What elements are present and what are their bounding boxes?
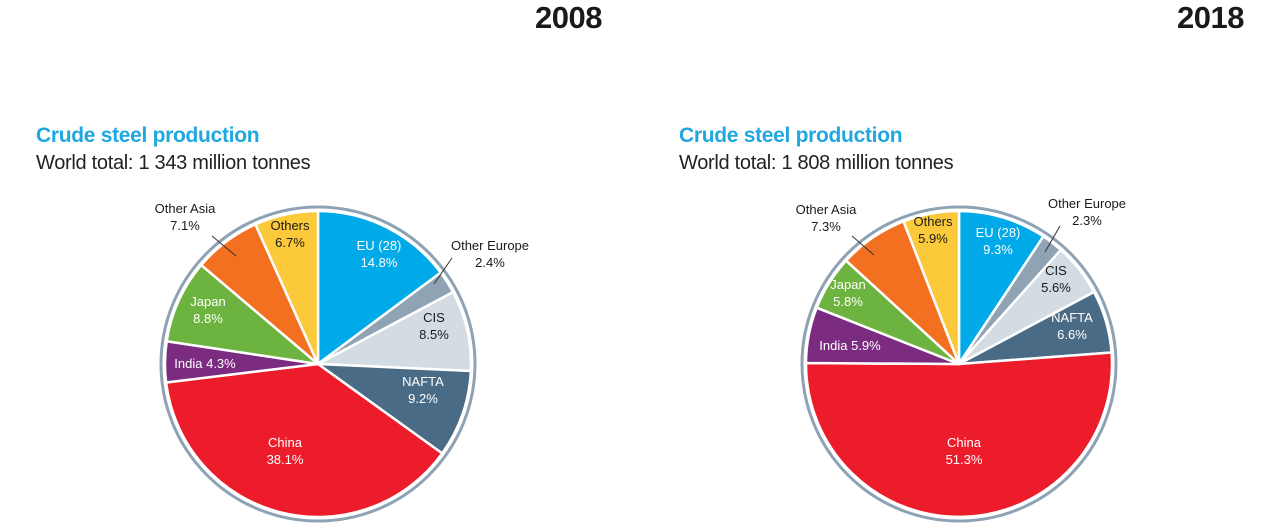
slice-value-japan: 5.8%	[833, 294, 863, 309]
pie-slice-nafta	[316, 362, 473, 455]
chart-year: 2008	[535, 0, 602, 35]
chart-subtitle: World total: 1 343 million tonnes	[36, 152, 311, 174]
leader-line-other-europe	[433, 257, 453, 285]
pie-slice-china	[804, 351, 1114, 519]
slice-value-others: 6.7%	[275, 235, 305, 250]
slice-value-eu-28: 14.8%	[361, 255, 398, 270]
pie-slice-others	[254, 209, 320, 366]
slice-value-other-europe: 2.3%	[1072, 213, 1102, 228]
pie-chart-2018: EU (28) 9.3% Other Europe 2.3% CIS 5.6% NAFTA 6…	[796, 196, 1126, 523]
chart-year: 2018	[1177, 0, 1244, 35]
slice-value-china: 38.1%	[267, 452, 304, 467]
pie-slice-eu-28	[316, 209, 442, 366]
slice-name-others: Others	[270, 218, 310, 233]
slice-label-india: India 5.9%	[819, 338, 881, 353]
slice-name-other-asia: Other Asia	[155, 201, 216, 216]
pie-slice-japan	[165, 263, 320, 366]
slice-value-cis: 8.5%	[419, 327, 449, 342]
slice-label-india: India 4.3%	[174, 356, 236, 371]
pie-chart-2008: EU (28) 14.8% Other Europe 2.4% CIS 8.5% NAFTA…	[155, 201, 529, 523]
leader-line-other-asia	[211, 235, 237, 257]
slice-name-other-asia: Other Asia	[796, 202, 857, 217]
chart-title: Crude steel production	[36, 124, 260, 147]
slice-value-cis: 5.6%	[1041, 280, 1071, 295]
slice-name-china: China	[947, 435, 982, 450]
slice-value-japan: 8.8%	[193, 311, 223, 326]
slice-name-eu-28: EU (28)	[357, 238, 402, 253]
chart-subtitle: World total: 1 808 million tonnes	[679, 152, 954, 174]
slice-name-japan: Japan	[190, 294, 225, 309]
slice-value-other-asia: 7.1%	[170, 218, 200, 233]
pie-slice-others	[902, 209, 961, 366]
slice-value-others: 5.9%	[918, 231, 948, 246]
slice-name-others: Others	[913, 214, 953, 229]
slice-name-china: China	[268, 435, 303, 450]
slice-value-eu-28: 9.3%	[983, 242, 1013, 257]
slice-value-china: 51.3%	[946, 452, 983, 467]
slice-value-other-europe: 2.4%	[475, 255, 505, 270]
pie-slice-eu-28	[957, 209, 1045, 366]
slice-name-nafta: NAFTA	[1051, 310, 1093, 325]
leader-line-other-europe	[1044, 225, 1061, 253]
leader-line-other-asia	[851, 235, 875, 256]
slice-value-nafta: 6.6%	[1057, 327, 1087, 342]
slice-name-nafta: NAFTA	[402, 374, 444, 389]
slice-value-nafta: 9.2%	[408, 391, 438, 406]
slice-name-japan: Japan	[830, 277, 865, 292]
slice-value-other-asia: 7.3%	[811, 219, 841, 234]
chart-panel-2008: 2008 Crude steel production World total:…	[36, 0, 602, 523]
slice-name-cis: CIS	[1045, 263, 1067, 278]
slice-name-other-europe: Other Europe	[451, 238, 529, 253]
pie-slice-china	[164, 362, 444, 519]
slice-name-other-europe: Other Europe	[1048, 196, 1126, 211]
chart-panel-2018: 2018 Crude steel production World total:…	[640, 0, 1280, 532]
chart-title: Crude steel production	[679, 124, 903, 147]
slice-name-cis: CIS	[423, 310, 445, 325]
slice-name-eu-28: EU (28)	[976, 225, 1021, 240]
